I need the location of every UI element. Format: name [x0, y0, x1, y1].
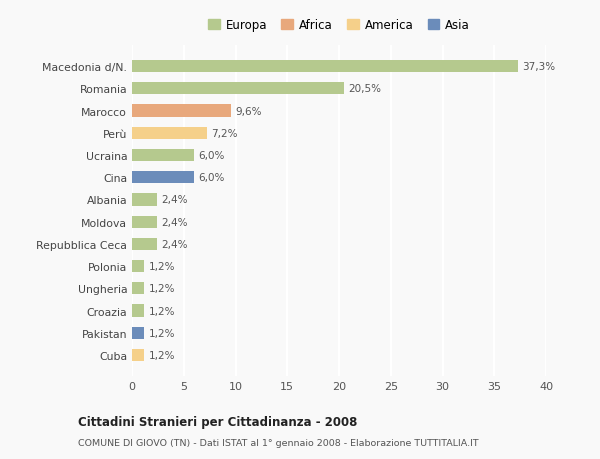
Bar — [132, 260, 145, 273]
Text: 1,2%: 1,2% — [149, 350, 175, 360]
Legend: Europa, Africa, America, Asia: Europa, Africa, America, Asia — [208, 19, 470, 32]
Text: Cittadini Stranieri per Cittadinanza - 2008: Cittadini Stranieri per Cittadinanza - 2… — [78, 415, 358, 428]
Text: COMUNE DI GIOVO (TN) - Dati ISTAT al 1° gennaio 2008 - Elaborazione TUTTITALIA.I: COMUNE DI GIOVO (TN) - Dati ISTAT al 1° … — [78, 438, 479, 448]
Bar — [132, 150, 194, 162]
Bar — [132, 172, 194, 184]
Bar — [132, 194, 157, 206]
Text: 2,4%: 2,4% — [161, 217, 187, 227]
Text: 6,0%: 6,0% — [198, 151, 224, 161]
Bar — [132, 216, 157, 228]
Bar — [132, 327, 145, 339]
Bar — [132, 105, 232, 118]
Bar — [132, 61, 518, 73]
Text: 1,2%: 1,2% — [149, 284, 175, 294]
Bar — [132, 238, 157, 251]
Text: 1,2%: 1,2% — [149, 262, 175, 272]
Text: 20,5%: 20,5% — [349, 84, 382, 94]
Text: 7,2%: 7,2% — [211, 129, 237, 139]
Bar — [132, 283, 145, 295]
Text: 2,4%: 2,4% — [161, 195, 187, 205]
Bar — [132, 128, 206, 140]
Text: 1,2%: 1,2% — [149, 306, 175, 316]
Text: 2,4%: 2,4% — [161, 240, 187, 249]
Bar — [132, 349, 145, 361]
Text: 37,3%: 37,3% — [522, 62, 556, 72]
Text: 1,2%: 1,2% — [149, 328, 175, 338]
Bar — [132, 305, 145, 317]
Bar — [132, 83, 344, 95]
Text: 9,6%: 9,6% — [235, 106, 262, 116]
Text: 6,0%: 6,0% — [198, 173, 224, 183]
